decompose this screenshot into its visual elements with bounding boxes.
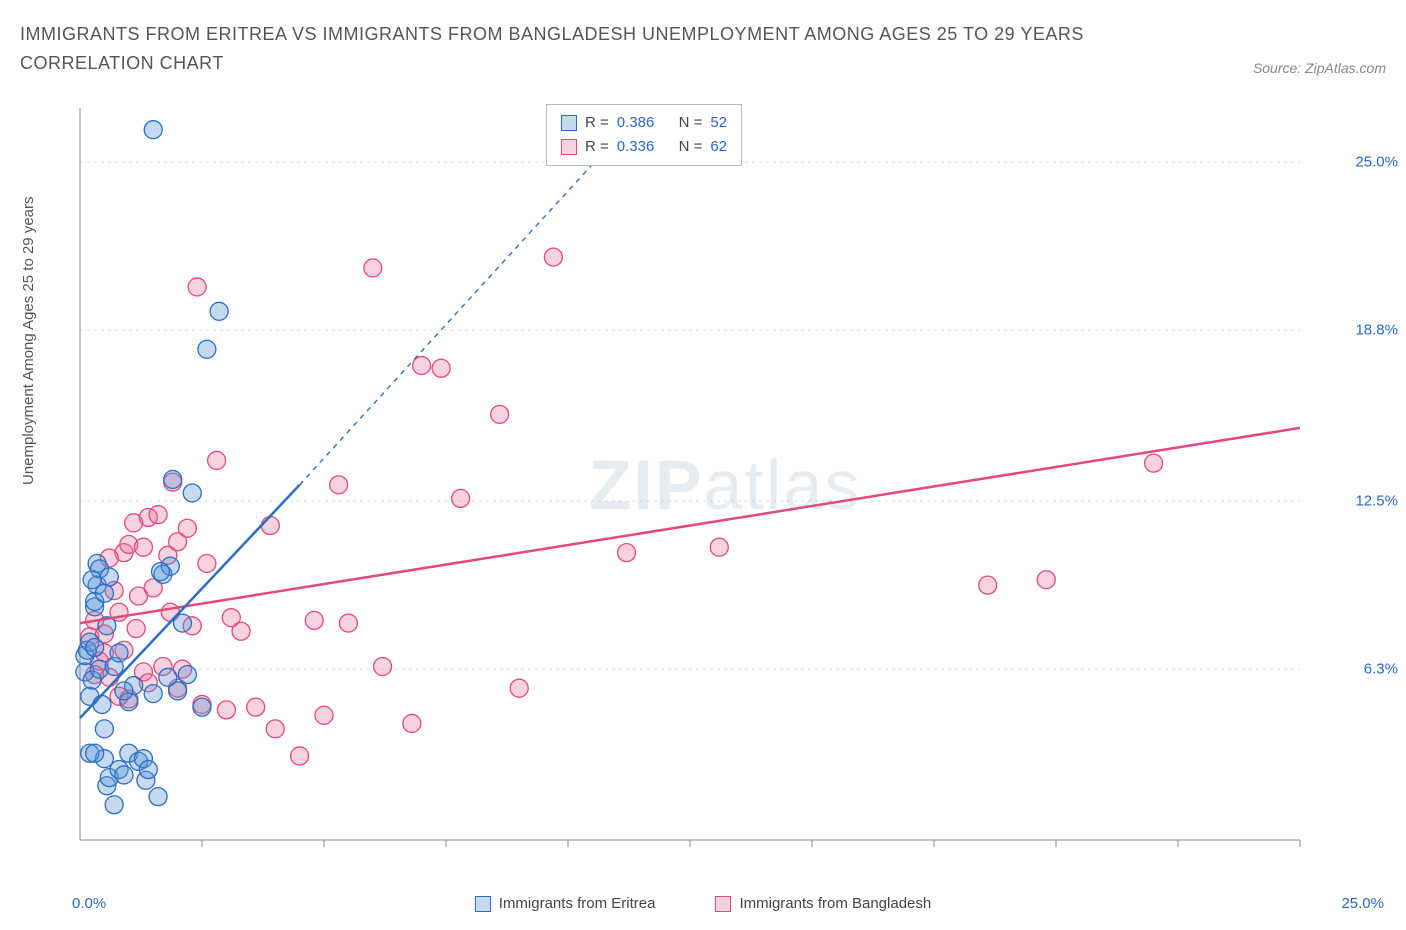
swatch-bangladesh: [561, 139, 577, 155]
page-title: IMMIGRANTS FROM ERITREA VS IMMIGRANTS FR…: [20, 20, 1120, 78]
y-tick-label: 18.8%: [1355, 322, 1398, 339]
bottom-legend: Immigrants from Eritrea Immigrants from …: [0, 895, 1406, 912]
legend-item-bangladesh: Immigrants from Bangladesh: [715, 895, 931, 912]
stats-box: R = 0.386 N = 52 R = 0.336 N = 62: [546, 104, 742, 166]
y-tick-label: 6.3%: [1364, 661, 1398, 678]
n-label: N =: [679, 135, 703, 159]
stats-row-eritrea: R = 0.386 N = 52: [561, 111, 727, 135]
y-tick-label: 25.0%: [1355, 154, 1398, 171]
swatch-eritrea: [475, 896, 491, 912]
legend-label-bangladesh: Immigrants from Bangladesh: [739, 895, 931, 912]
legend-item-eritrea: Immigrants from Eritrea: [475, 895, 656, 912]
n-label: N =: [679, 111, 703, 135]
r-value-bangladesh: 0.336: [617, 135, 655, 159]
swatch-bangladesh: [715, 896, 731, 912]
r-value-eritrea: 0.386: [617, 111, 655, 135]
y-tick-label: 12.5%: [1355, 493, 1398, 510]
r-label: R =: [585, 111, 609, 135]
y-axis-label: Unemployment Among Ages 25 to 29 years: [20, 196, 37, 485]
r-label: R =: [585, 135, 609, 159]
scatter-chart: [70, 100, 1380, 870]
source-label: Source: ZipAtlas.com: [1253, 60, 1386, 76]
chart-area: ZIPatlas: [70, 100, 1380, 870]
stats-row-bangladesh: R = 0.336 N = 62: [561, 135, 727, 159]
legend-label-eritrea: Immigrants from Eritrea: [499, 895, 656, 912]
n-value-eritrea: 52: [710, 111, 727, 135]
n-value-bangladesh: 62: [710, 135, 727, 159]
swatch-eritrea: [561, 115, 577, 131]
